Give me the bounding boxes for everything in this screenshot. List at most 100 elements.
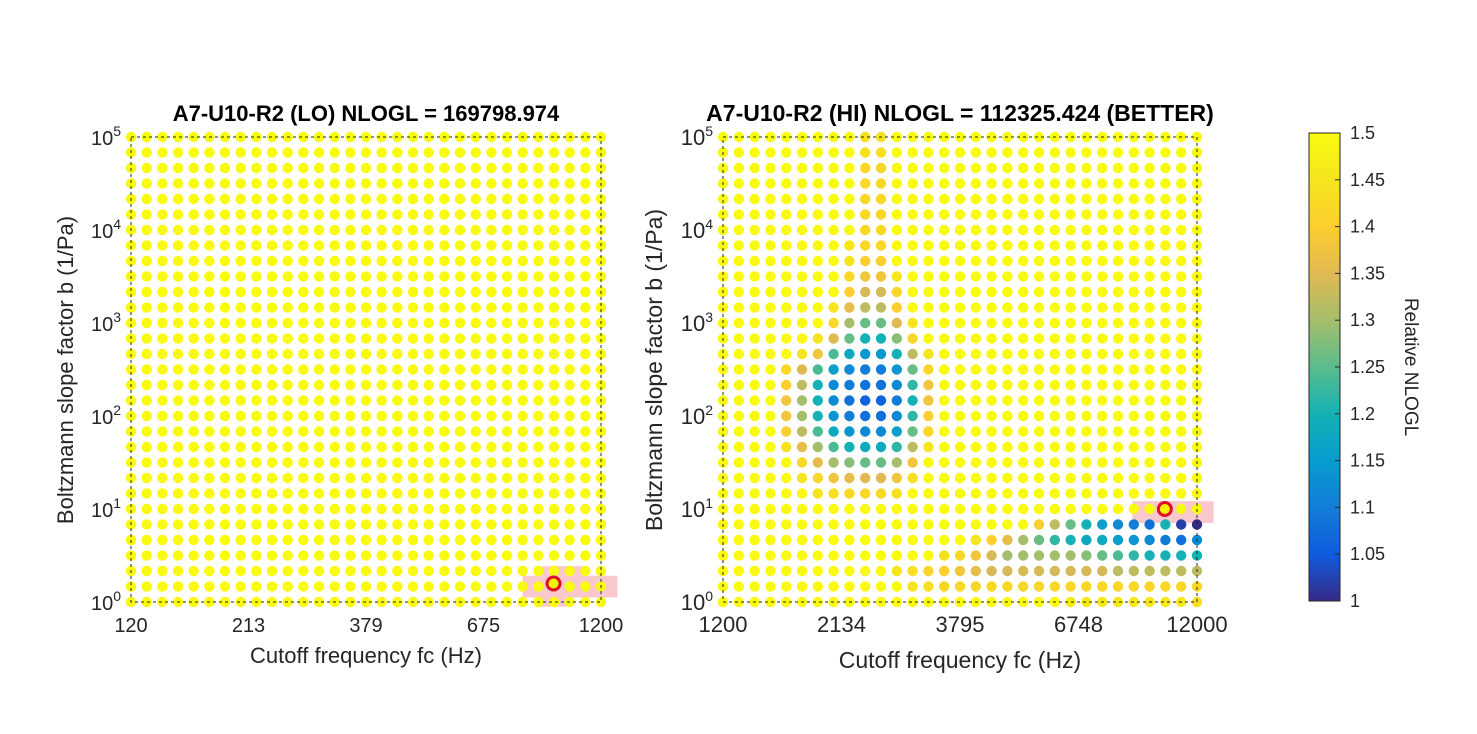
grid-point [1176,255,1187,267]
grid-point [235,581,246,592]
grid-point [796,550,808,561]
grid-point [470,596,481,608]
grid-point [939,488,950,499]
grid-point [1065,147,1076,158]
grid-point [141,131,152,143]
grid-point [219,224,231,236]
grid-point [360,457,372,468]
grid-point [923,581,934,592]
grid-point [517,596,528,608]
grid-point [313,519,325,530]
grid-point [501,162,513,174]
grid-point [812,193,823,205]
grid-point [329,302,340,313]
grid-point [376,364,387,375]
grid-point [329,441,340,453]
grid-point [1097,240,1108,251]
grid-point [954,581,966,592]
grid-point [1018,410,1029,422]
grid-point [1049,209,1061,220]
grid-point [1128,209,1140,220]
grid-point [923,240,934,251]
grid-point [407,441,419,453]
grid-point [875,441,887,453]
grid-point [875,565,887,577]
grid-point [749,286,760,298]
grid-point [423,193,434,205]
grid-point [970,426,981,437]
grid-point [392,240,403,251]
grid-point [266,302,278,313]
grid-point [1097,162,1108,174]
grid-point [251,550,262,561]
grid-point [235,426,246,437]
grid-point [360,488,372,499]
grid-point [939,317,950,329]
grid-point [486,271,497,282]
grid-point [796,193,808,205]
right-axes-box [722,136,1198,603]
grid-point [548,193,560,205]
grid-point [172,317,184,329]
grid-point [781,224,792,236]
grid-point [439,488,450,499]
grid-point [1065,550,1076,561]
grid-point [376,395,387,406]
grid-point [345,302,356,313]
colorbar-tick-label: 1.05 [1350,544,1385,564]
grid-point [235,488,246,499]
best-fit-point [1156,501,1173,517]
grid-point [954,488,966,499]
grid-point [844,426,855,437]
grid-point [219,348,231,360]
grid-point [329,565,340,577]
grid-point [1128,519,1140,530]
grid-point [423,317,434,329]
grid-point [376,178,387,189]
grid-point [907,410,918,422]
grid-point [486,209,497,220]
grid-point [392,286,403,298]
grid-point [360,255,372,267]
grid-point [860,364,871,375]
grid-point [1049,503,1061,515]
grid-point [533,302,544,313]
grid-point [1097,410,1108,422]
grid-point [235,178,246,189]
grid-point [219,488,231,499]
grid-point [907,224,918,236]
grid-point [157,364,168,375]
grid-point [517,240,528,251]
grid-point [141,581,152,592]
grid-point [1081,581,1092,592]
grid-point [172,410,184,422]
grid-point [907,457,918,468]
grid-point [1112,534,1124,546]
grid-point [749,457,760,468]
grid-point [345,209,356,220]
grid-point [595,147,607,158]
grid-point [141,379,152,391]
grid-point [749,333,760,344]
grid-point [796,534,808,546]
grid-point [439,240,450,251]
grid-point [891,240,902,251]
grid-point [360,193,372,205]
grid-point [923,410,934,422]
grid-point [204,395,215,406]
grid-point [1081,193,1092,205]
grid-point [875,395,887,406]
grid-point [812,240,823,251]
grid-point [1033,224,1045,236]
grid-point [986,441,997,453]
grid-point [329,534,340,546]
grid-point [329,317,340,329]
grid-point [219,534,231,546]
grid-point [765,488,776,499]
grid-point [329,457,340,468]
grid-point [141,271,152,282]
grid-point [1112,255,1124,267]
grid-point [125,472,137,484]
grid-point [875,503,887,515]
grid-point [1081,209,1092,220]
